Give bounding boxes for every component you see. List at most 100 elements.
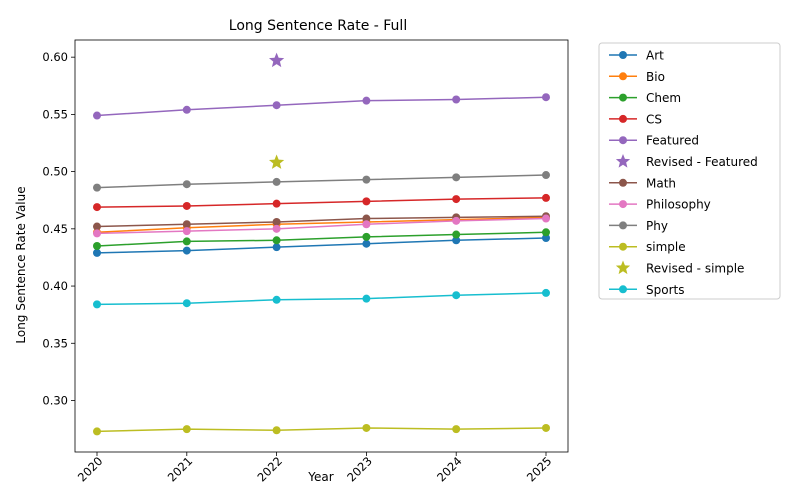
data-point: [93, 427, 101, 436]
legend-label: CS: [646, 112, 662, 126]
legend-marker: [619, 93, 627, 102]
legend-label: Featured: [646, 134, 699, 148]
y-tick-label: 0.60: [42, 50, 68, 64]
data-point: [93, 111, 101, 120]
legend-box: [598, 42, 781, 300]
data-point: [362, 423, 371, 432]
data-point: [362, 294, 371, 303]
x-tick-label: 2021: [165, 454, 196, 485]
data-point: [362, 197, 371, 206]
data-point: [182, 299, 191, 308]
data-point: [93, 300, 101, 309]
data-point: [542, 93, 550, 102]
series-cs: [93, 193, 550, 212]
legend-item: Revised - Featured: [615, 154, 758, 169]
legend-item: Math: [609, 176, 676, 190]
data-point: [452, 425, 461, 434]
data-point: [182, 201, 191, 210]
plot-area: [74, 39, 569, 453]
legend-marker: [619, 51, 627, 59]
series-layer: [93, 52, 550, 436]
data-point: [542, 233, 550, 242]
legend-label: Bio: [646, 70, 665, 84]
legend-label: Revised - simple: [646, 262, 744, 276]
legend-item: Art: [609, 49, 664, 63]
data-point: [452, 236, 461, 245]
data-point: [272, 295, 281, 304]
data-point: [542, 214, 550, 223]
data-point: [452, 173, 461, 182]
series-line-philosophy: [96, 217, 547, 235]
y-axis-label: Long Sentence Rate Value: [14, 186, 28, 343]
y-tick-label: 0.30: [42, 394, 68, 408]
data-point: [182, 425, 191, 434]
series-line-bio: [96, 216, 547, 234]
legend-star-marker: [615, 260, 631, 275]
y-axis: 0.30 0.35 0.40 0.45 0.50 0.55 0.60: [42, 50, 75, 408]
legend-item: CS: [609, 112, 662, 126]
data-point: [93, 203, 101, 212]
series-featured: [93, 93, 550, 120]
data-point: [182, 220, 191, 229]
data-point: [272, 426, 281, 435]
legend-label: Philosophy: [646, 198, 711, 212]
legend-item: Philosophy: [609, 198, 711, 212]
legend: Art Bio Chem CS Featured Revised - Featured Ma…: [598, 42, 781, 300]
legend-item: simple: [609, 240, 686, 254]
data-point: [362, 239, 371, 248]
data-point: [362, 175, 371, 184]
y-tick-label: 0.50: [42, 165, 68, 179]
series-revised-featured: [268, 52, 285, 68]
legend-marker: [619, 285, 627, 294]
y-tick-label: 0.55: [42, 107, 68, 121]
data-point: [182, 180, 191, 189]
data-point: [362, 214, 371, 223]
series-sports: [93, 288, 550, 309]
legend-label: Phy: [646, 219, 668, 233]
x-axis-label: Year: [307, 470, 333, 484]
data-point: [272, 217, 281, 226]
legend-marker: [619, 242, 627, 251]
y-tick-label: 0.35: [42, 336, 68, 350]
series-line-simple: [96, 427, 547, 433]
revised-star-point: [268, 52, 285, 68]
data-point: [272, 224, 281, 233]
legend-marker: [619, 72, 627, 81]
data-point: [182, 227, 191, 236]
data-point: [272, 101, 281, 110]
data-point: [452, 216, 461, 225]
legend-item: Featured: [609, 134, 699, 148]
legend-marker: [619, 114, 627, 123]
data-point: [93, 248, 101, 257]
data-point: [542, 228, 550, 237]
data-point: [452, 291, 461, 300]
x-tick-label: 2023: [344, 454, 375, 485]
legend-label: simple: [646, 240, 686, 254]
series-philosophy: [93, 214, 550, 238]
series-phy: [93, 171, 550, 192]
legend-item: Bio: [609, 70, 665, 84]
y-tick-label: 0.40: [42, 279, 68, 293]
x-tick-label: 2025: [524, 454, 555, 485]
series-line-art: [96, 237, 547, 254]
series-chem: [93, 228, 550, 250]
series-line-sports: [96, 292, 547, 306]
legend-marker: [619, 178, 627, 187]
plot-frame: [74, 39, 569, 453]
legend-item: Revised - simple: [615, 260, 744, 276]
series-line-chem: [96, 231, 547, 247]
series-line-featured: [96, 96, 547, 117]
series-math: [93, 212, 550, 231]
chart-title: Long Sentence Rate - Full: [229, 18, 407, 34]
data-point: [362, 96, 371, 105]
series-simple: [93, 423, 550, 436]
data-point: [452, 230, 461, 239]
data-point: [272, 243, 281, 252]
legend-label: Art: [646, 49, 664, 63]
data-point: [362, 220, 371, 229]
x-tick-label: 2024: [434, 454, 465, 485]
series-line-cs: [96, 197, 547, 208]
legend-item: Sports: [609, 283, 684, 297]
legend-item: Phy: [609, 219, 668, 233]
